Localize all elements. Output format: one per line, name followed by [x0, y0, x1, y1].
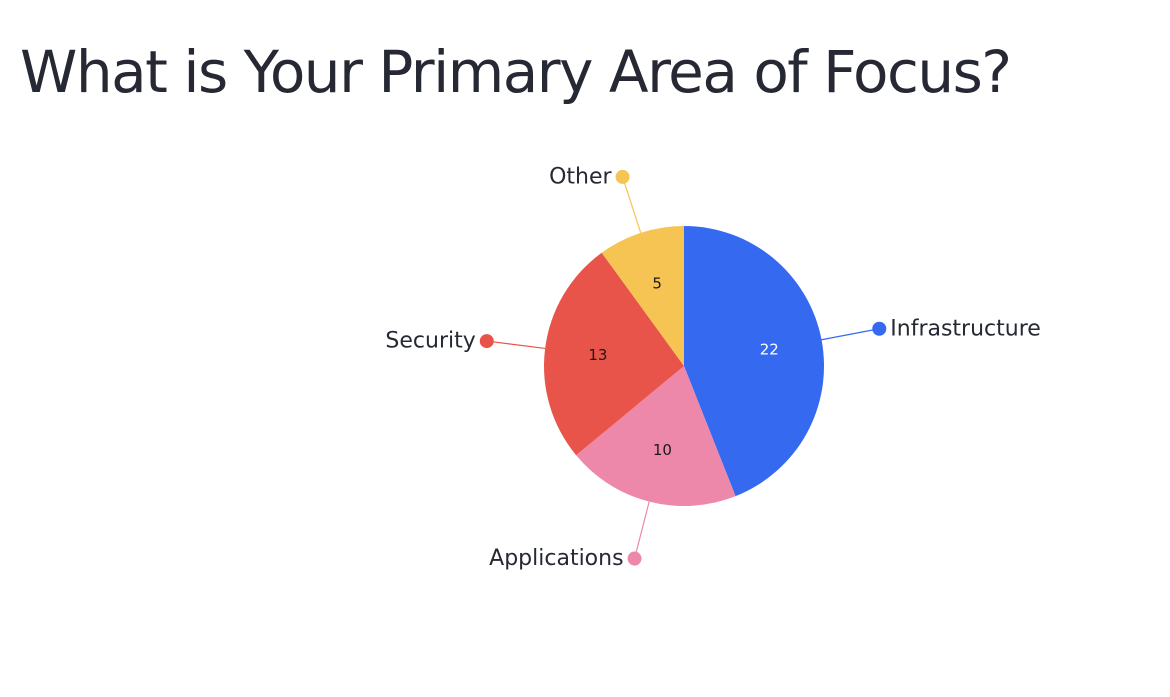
slice-value-security: 13	[588, 346, 607, 364]
slice-value-other: 5	[652, 274, 662, 292]
pie-slice-infrastructure	[684, 226, 825, 497]
legend-dot-applications	[627, 551, 642, 566]
slice-value-applications: 10	[653, 441, 672, 459]
leader-line-infrastructure	[821, 328, 880, 341]
slice-label-security: Security	[385, 329, 475, 354]
slice-label-infrastructure: Infrastructure	[890, 316, 1041, 341]
pie-slice-applications	[576, 366, 736, 507]
slice-value-infrastructure: 22	[760, 341, 779, 359]
slice-label-other: Other	[549, 164, 612, 189]
leader-lines	[486, 176, 880, 559]
legend-dot-security	[479, 334, 494, 349]
pie-slices	[544, 226, 825, 507]
legend-dot-infrastructure	[872, 321, 887, 336]
pie-slice-other	[601, 226, 684, 366]
leader-line-applications	[633, 501, 650, 559]
pie-slice-security	[544, 252, 684, 456]
leader-line-security	[486, 340, 546, 350]
page-title: What is Your Primary Area of Focus?	[20, 38, 1012, 106]
slice-label-applications: Applications	[489, 546, 623, 571]
legend-dot-other	[615, 169, 630, 184]
leader-line-other	[621, 176, 642, 234]
slice-value-labels: 22 10 13 5	[588, 274, 778, 459]
slice-labels: Infrastructure Applications Security Other	[385, 164, 1040, 571]
